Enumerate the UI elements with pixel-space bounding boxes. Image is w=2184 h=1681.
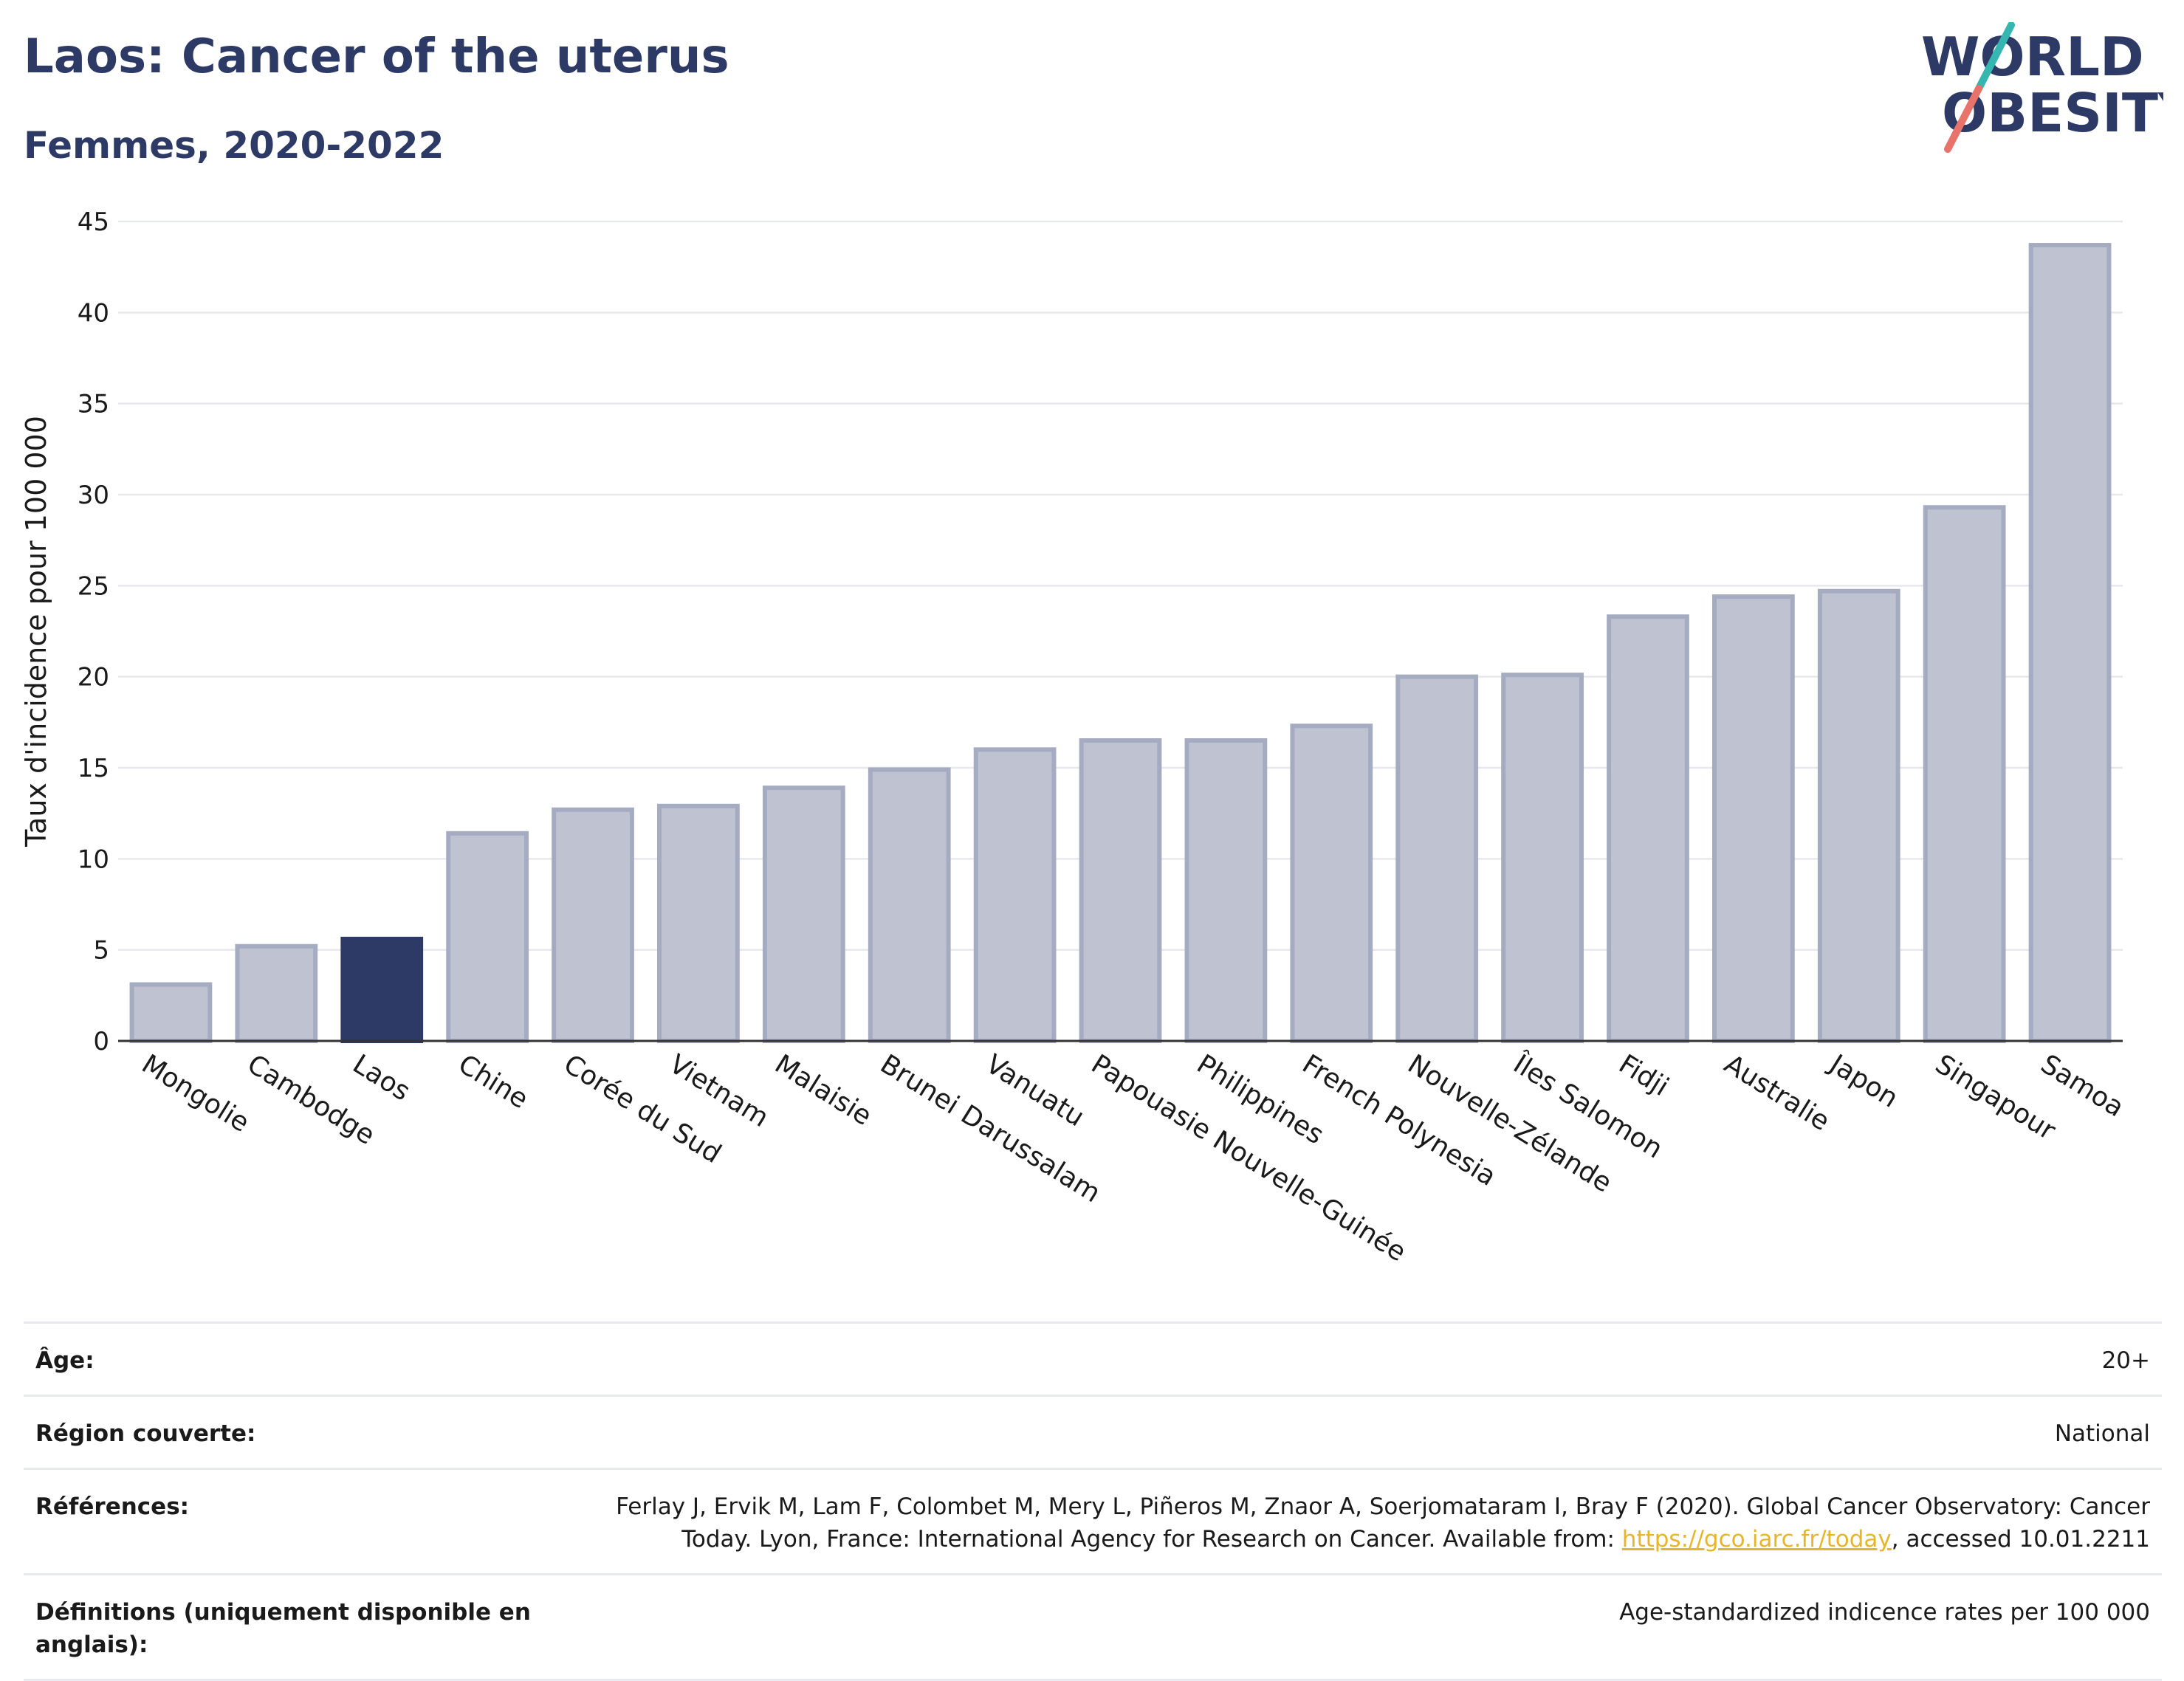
y-tick-label: 10 <box>78 845 109 874</box>
references-value: Ferlay J, Ervik M, Lam F, Colombet M, Me… <box>563 1491 2150 1555</box>
info-row-references: Références: Ferlay J, Ervik M, Lam F, Co… <box>24 1468 2162 1573</box>
references-text: Ferlay J, Ervik M, Lam F, Colombet M, Me… <box>616 1493 2150 1553</box>
bars <box>129 243 2112 1044</box>
y-tick-label: 45 <box>78 207 109 237</box>
bar <box>1290 723 1373 1043</box>
page-title: Laos: Cancer of the uterus <box>24 30 729 84</box>
references-accessed: , accessed 10.01.2211 <box>1891 1526 2150 1553</box>
definitions-value: Age-standardized indicence rates per 100… <box>1619 1599 2150 1626</box>
y-tick-label: 15 <box>78 754 109 783</box>
y-tick-label: 25 <box>78 571 109 601</box>
bar <box>762 786 845 1044</box>
y-tick-label: 35 <box>78 390 109 419</box>
info-row-age: Âge: 20+ <box>24 1321 2162 1395</box>
y-tick-label: 5 <box>93 936 109 966</box>
x-tick-label: Japon <box>1823 1048 1903 1114</box>
x-tick-label: Australie <box>1719 1049 1835 1137</box>
bar <box>1079 738 1162 1043</box>
info-row-region: Région couverte: National <box>24 1395 2162 1468</box>
y-axis-label: Taux d'incidence pour 100 000 <box>20 416 52 848</box>
bar <box>1395 674 1479 1044</box>
bar <box>973 747 1057 1043</box>
y-tick-label: 0 <box>93 1027 109 1056</box>
page-subtitle: Femmes, 2020-2022 <box>24 124 444 167</box>
bar <box>2028 243 2112 1044</box>
x-tick-label: Chine <box>453 1049 533 1115</box>
bar <box>1501 673 1584 1043</box>
bar <box>129 982 213 1043</box>
age-label: Âge: <box>35 1347 95 1374</box>
region-label: Région couverte: <box>35 1420 256 1447</box>
x-tick-label: Laos <box>347 1049 415 1107</box>
bar <box>1711 594 1795 1043</box>
bar <box>446 831 529 1043</box>
bar <box>235 943 318 1043</box>
x-tick-label: French Polynesia <box>1297 1049 1502 1192</box>
info-table: Âge: 20+ Région couverte: National Référ… <box>24 1321 2162 1681</box>
definitions-label: Définitions (uniquement disponible en an… <box>35 1599 531 1658</box>
y-tick-label: 30 <box>78 481 109 510</box>
x-tick-label: Singapour <box>1930 1049 2061 1147</box>
x-tick-label: Malaisie <box>769 1049 877 1132</box>
logo-line1: WORLD <box>1921 26 2144 88</box>
y-tick-label: 40 <box>78 298 109 328</box>
bar <box>1607 614 1689 1043</box>
info-row-definitions: Définitions (uniquement disponible en an… <box>24 1573 2162 1681</box>
world-obesity-logo: WORLD OBESITY <box>1921 22 2163 153</box>
x-tick-label: Samoa <box>2036 1049 2129 1124</box>
references-link[interactable]: https://gco.iarc.fr/today <box>1621 1526 1892 1553</box>
bar-highlight <box>340 936 424 1044</box>
logo-slash-coral <box>1944 85 1982 153</box>
bar <box>868 767 951 1043</box>
bar <box>1923 505 2006 1043</box>
logo-slash-teal <box>1975 22 2015 92</box>
x-tick-label: Mongolie <box>137 1049 255 1138</box>
bar <box>657 803 740 1043</box>
x-tick-label: Fidji <box>1613 1049 1674 1102</box>
references-label: Références: <box>35 1493 190 1520</box>
region-value: National <box>2054 1420 2150 1447</box>
age-value: 20+ <box>2101 1347 2150 1374</box>
bar <box>552 807 634 1043</box>
bar <box>1184 738 1268 1043</box>
bar <box>1817 588 1900 1043</box>
y-tick-label: 20 <box>78 663 109 692</box>
